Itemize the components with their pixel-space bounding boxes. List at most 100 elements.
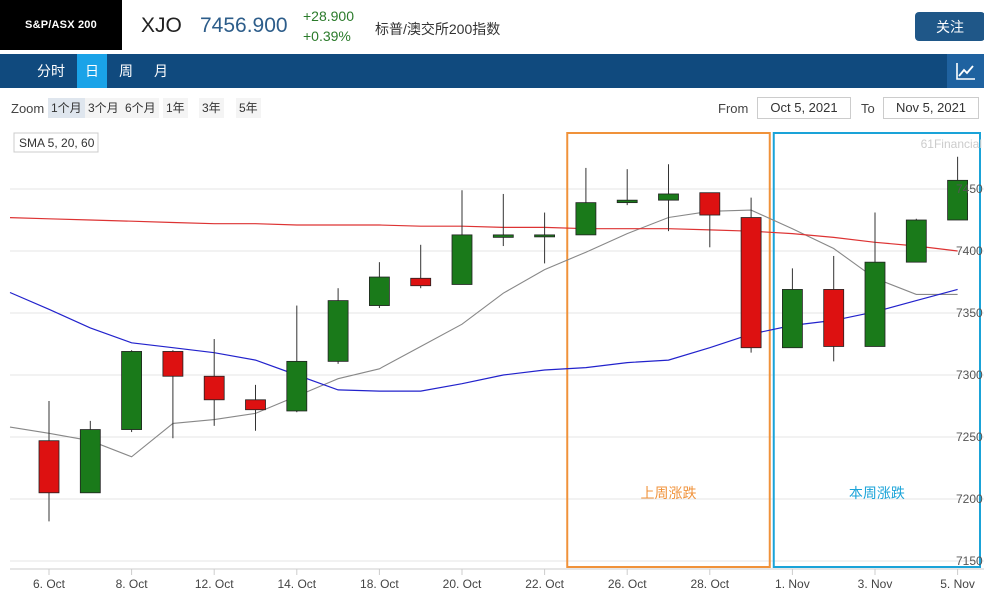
y-tick-label: 7250	[956, 430, 983, 444]
y-tick-label: 7450	[956, 182, 983, 196]
candle-up	[451, 190, 473, 285]
last-week-box	[566, 132, 771, 568]
zoom-5-year-button[interactable]: 5年	[236, 98, 261, 118]
candle-up	[905, 218, 927, 263]
candle-body	[203, 375, 225, 401]
x-tick-label: 26. Oct	[608, 577, 647, 591]
candle-body	[368, 276, 390, 306]
header-bar: S&P/ASX 200 XJO 7456.900 +28.900 +0.39% …	[0, 0, 984, 52]
candle-down	[203, 339, 225, 426]
candle-body	[616, 199, 638, 204]
indicator-legend-box	[13, 132, 99, 153]
sma-5-line	[9, 209, 958, 458]
candle-body	[782, 289, 803, 349]
line-chart-icon	[955, 63, 975, 80]
period-tab-bar: 分时 日 周 月	[0, 54, 984, 88]
x-tick-label: 28. Oct	[690, 577, 729, 591]
tab-monthly[interactable]: 月	[154, 63, 168, 79]
candle-body	[534, 234, 555, 238]
tab-intraday[interactable]: 分时	[37, 63, 65, 79]
chart-type-toggle[interactable]	[947, 54, 984, 88]
to-date-input[interactable]: Nov 5, 2021	[883, 97, 979, 119]
candle-up	[492, 193, 514, 247]
candle-body	[327, 300, 349, 362]
candle-body	[575, 202, 597, 236]
candle-body	[79, 429, 101, 494]
x-tick-label: 22. Oct	[525, 577, 564, 591]
candle-down	[823, 255, 845, 362]
x-tick-label: 20. Oct	[443, 577, 482, 591]
this-week-box	[772, 132, 981, 568]
candle-body	[864, 261, 886, 347]
candle-up	[575, 167, 597, 236]
candle-down	[245, 384, 266, 431]
zoom-1-year-button[interactable]: 1年	[163, 98, 188, 118]
candle-body	[905, 219, 927, 263]
to-label: To	[861, 101, 875, 116]
this-week-label: 本周涨跌	[849, 485, 905, 501]
follow-button[interactable]: 关注	[915, 12, 984, 41]
candle-body	[121, 351, 142, 430]
x-tick-label: 18. Oct	[360, 577, 399, 591]
x-tick-label: 6. Oct	[33, 577, 66, 591]
candle-up	[658, 164, 679, 232]
candle-up	[534, 212, 555, 264]
indicator-legend: SMA 5, 20, 60	[19, 136, 95, 150]
candle-up	[782, 268, 803, 349]
candle-down	[410, 244, 432, 289]
x-tick-label: 5. Nov	[940, 577, 975, 591]
x-tick-label: 14. Oct	[277, 577, 316, 591]
candle-down	[740, 197, 762, 353]
candle-body	[451, 234, 473, 285]
candle-body	[245, 399, 266, 411]
candle-body	[162, 351, 184, 377]
candle-up	[616, 169, 638, 206]
y-tick-label: 7350	[956, 306, 983, 320]
candlestick-chart: 上周涨跌 本周涨跌 7150 7200 7250 7300 7350 7400 7450 6.…	[9, 132, 984, 591]
candle-down	[162, 350, 184, 439]
y-tick-label: 7150	[956, 554, 983, 568]
y-tick-label: 7400	[956, 244, 983, 258]
chart-watermark: 61Financial	[921, 137, 982, 151]
candle-body	[947, 179, 968, 221]
y-tick-label: 7200	[956, 492, 983, 506]
last-price: 7456.900	[200, 14, 288, 37]
zoom-1-month-button[interactable]: 1个月	[48, 98, 85, 118]
candle-body	[38, 440, 60, 494]
candle-body	[740, 217, 762, 349]
x-tick-label: 12. Oct	[195, 577, 234, 591]
candle-body	[492, 234, 514, 238]
candle-down	[699, 192, 721, 248]
sma-20-line	[9, 288, 958, 392]
sma-60-line	[9, 217, 958, 252]
ticker-symbol: XJO	[141, 14, 182, 37]
candle-body	[658, 193, 679, 201]
tab-weekly[interactable]: 周	[119, 63, 133, 79]
candle-up	[947, 156, 968, 221]
from-label: From	[718, 101, 749, 116]
candle-up	[286, 305, 308, 413]
candle-body	[823, 289, 845, 347]
price-change-percent: +0.39%	[303, 28, 351, 44]
zoom-toolbar: Zoom 1个月 3个月 6个月 1年 3年 5年 From Oct 5, 20…	[0, 96, 984, 122]
index-name: 标普/澳交所200指数	[375, 21, 501, 37]
x-tick-label: 1. Nov	[775, 577, 810, 591]
candle-up	[864, 212, 886, 347]
price-change-absolute: +28.900	[303, 8, 354, 24]
candle-up	[79, 420, 101, 494]
zoom-3-month-button[interactable]: 3个月	[85, 98, 122, 118]
candle-up	[327, 288, 349, 364]
zoom-3-year-button[interactable]: 3年	[199, 98, 224, 118]
y-tick-label: 7300	[956, 368, 983, 382]
zoom-label: Zoom	[11, 101, 45, 116]
candle-up	[368, 262, 390, 309]
x-tick-label: 3. Nov	[858, 577, 893, 591]
candle-down	[38, 401, 60, 522]
candle-body	[286, 360, 308, 412]
from-date-input[interactable]: Oct 5, 2021	[757, 97, 851, 119]
x-tick-label: 8. Oct	[116, 577, 149, 591]
zoom-6-month-button[interactable]: 6个月	[122, 98, 159, 118]
candle-up	[121, 350, 142, 433]
tab-daily[interactable]: 日	[77, 54, 107, 88]
candle-body	[699, 192, 721, 216]
